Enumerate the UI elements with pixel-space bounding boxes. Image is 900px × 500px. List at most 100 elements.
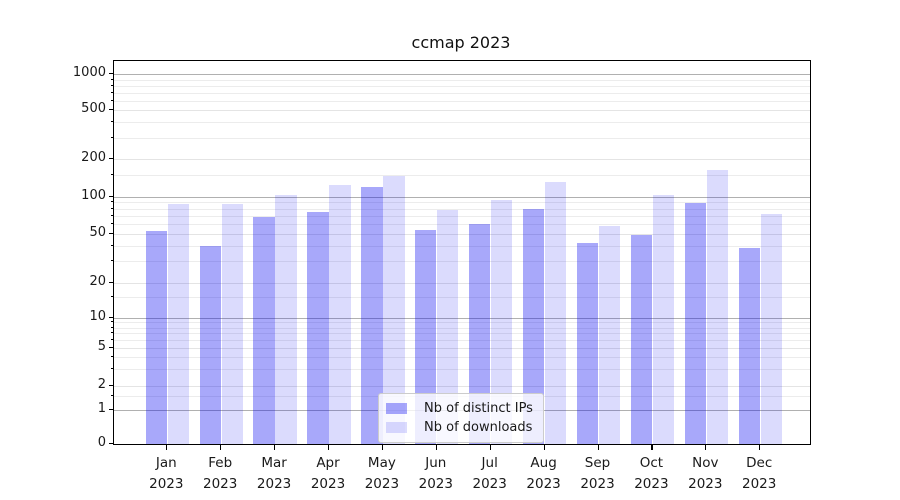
- y-tick-label: 1: [97, 401, 106, 417]
- minor-gridline: [114, 100, 810, 102]
- y-tick-label: 50: [89, 224, 106, 240]
- bar-downloads: [329, 185, 351, 444]
- bar-distinct-ips: [199, 245, 221, 444]
- x-tick-mark: [328, 444, 330, 450]
- x-tick-mark: [220, 444, 222, 450]
- y-tick-label: 0: [97, 435, 106, 450]
- x-tick-label: Jul 2023: [472, 455, 507, 492]
- gridline: [114, 317, 810, 319]
- legend-item-downloads: Nb of downloads: [386, 418, 535, 437]
- y-minor-tick-mark: [110, 339, 113, 341]
- y-tick-mark: [109, 109, 113, 111]
- bar-distinct-ips: [522, 208, 545, 444]
- bar-distinct-ips: [415, 229, 437, 444]
- minor-gridline: [114, 340, 810, 342]
- x-tick-mark: [651, 444, 653, 450]
- minor-gridline: [114, 357, 810, 359]
- legend-label: Nb of downloads: [424, 420, 533, 435]
- minor-gridline: [114, 215, 810, 217]
- bar-downloads: [275, 195, 297, 444]
- legend-label: Nb of distinct IPs: [424, 401, 533, 416]
- minor-gridline: [114, 245, 810, 247]
- bar-distinct-ips: [469, 223, 491, 444]
- x-tick-mark: [381, 444, 384, 450]
- y-tick-label: 5: [97, 339, 106, 355]
- y-minor-tick-mark: [110, 260, 113, 262]
- minor-gridline: [114, 202, 810, 204]
- minor-gridline: [114, 122, 810, 124]
- y-minor-tick-mark: [110, 173, 113, 175]
- bar-distinct-ips: [253, 217, 275, 444]
- y-tick-mark: [109, 195, 113, 197]
- y-tick-label: 10: [89, 308, 106, 324]
- gridline: [114, 196, 810, 198]
- gridline: [114, 110, 810, 112]
- y-tick-mark: [109, 232, 113, 234]
- y-tick-label: 500: [81, 101, 106, 117]
- minor-gridline: [114, 85, 810, 87]
- y-minor-tick-mark: [110, 136, 113, 138]
- y-minor-tick-mark: [110, 368, 113, 370]
- y-minor-tick-mark: [110, 395, 113, 397]
- y-tick-mark: [109, 443, 113, 445]
- minor-gridline: [114, 79, 810, 81]
- bar-downloads: [383, 175, 405, 444]
- legend: Nb of distinct IPs Nb of downloads: [378, 393, 544, 443]
- bar-distinct-ips: [307, 212, 329, 444]
- minor-gridline: [114, 174, 810, 176]
- bar-distinct-ips: [630, 234, 653, 444]
- bar-distinct-ips: [361, 186, 383, 444]
- x-tick-mark: [759, 444, 761, 450]
- legend-item-distinct-ips: Nb of distinct IPs: [386, 399, 535, 418]
- x-tick-label: Apr 2023: [310, 455, 346, 492]
- plot-area: [113, 60, 811, 445]
- gridline: [114, 159, 810, 161]
- x-tick-mark: [705, 444, 707, 450]
- y-tick-label: 200: [81, 150, 106, 166]
- y-minor-tick-mark: [110, 99, 113, 101]
- y-minor-tick-mark: [110, 207, 113, 209]
- minor-gridline: [114, 369, 810, 371]
- x-tick-mark: [489, 444, 491, 450]
- y-minor-tick-mark: [110, 214, 113, 216]
- y-tick-label: 1000: [72, 65, 106, 81]
- y-tick-label: 20: [89, 273, 106, 289]
- x-tick-label: May 2023: [364, 455, 400, 492]
- bar-distinct-ips: [145, 230, 167, 444]
- x-tick-label: Sep 2023: [580, 455, 615, 492]
- minor-gridline: [114, 223, 810, 225]
- x-tick-label: Jun 2023: [418, 455, 453, 492]
- y-minor-tick-mark: [110, 326, 113, 328]
- minor-gridline: [114, 333, 810, 335]
- x-tick-label: Feb 2023: [203, 455, 238, 492]
- x-tick-mark: [543, 444, 545, 450]
- x-tick-label: Oct 2023: [634, 455, 669, 492]
- y-minor-tick-mark: [110, 201, 113, 203]
- bar-downloads: [221, 203, 243, 444]
- gridline: [114, 386, 810, 387]
- minor-gridline: [114, 297, 810, 299]
- x-tick-mark: [166, 444, 168, 450]
- bar-downloads: [760, 214, 782, 444]
- y-minor-tick-mark: [110, 244, 113, 246]
- gridline: [114, 282, 810, 284]
- minor-gridline: [114, 327, 810, 329]
- bar-downloads: [491, 200, 513, 444]
- chart-title: ccmap 2023: [411, 33, 511, 52]
- x-tick-mark: [597, 444, 599, 450]
- distinct-ips-swatch-icon: [386, 403, 407, 414]
- x-tick-label: Mar 2023: [256, 455, 292, 492]
- y-minor-tick-mark: [110, 91, 113, 93]
- y-minor-tick-mark: [110, 296, 113, 298]
- x-tick-label: Dec 2023: [742, 455, 777, 492]
- y-tick-mark: [109, 316, 113, 318]
- y-tick-mark: [109, 281, 113, 283]
- y-tick-mark: [109, 347, 113, 349]
- minor-gridline: [114, 208, 810, 210]
- bar-distinct-ips: [738, 248, 760, 444]
- bar-downloads: [167, 203, 189, 444]
- bar-distinct-ips: [684, 202, 706, 444]
- minor-gridline: [114, 137, 810, 139]
- y-tick-mark: [109, 73, 113, 75]
